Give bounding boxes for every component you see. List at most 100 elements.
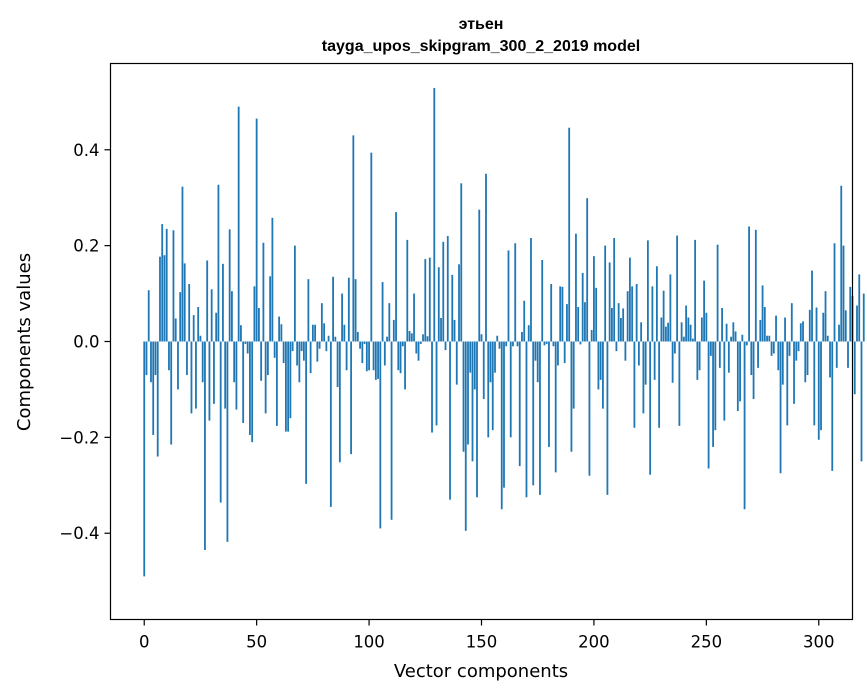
bar (804, 341, 807, 383)
bar (204, 341, 206, 550)
bar (224, 341, 227, 409)
bar (858, 274, 861, 342)
bar (716, 244, 719, 342)
bar (793, 341, 795, 404)
bar (491, 341, 494, 431)
bar (590, 330, 593, 342)
bar (343, 324, 346, 342)
y-axis-ticks: −0.4 −0.2 0.0 0.2 0.4 (59, 141, 111, 543)
bar (332, 276, 334, 342)
bar (462, 341, 465, 452)
bar (696, 341, 699, 380)
bar (154, 341, 157, 376)
bar (215, 312, 218, 342)
bar (417, 341, 420, 361)
bar (626, 291, 629, 342)
bar (570, 341, 573, 452)
bar (350, 341, 352, 455)
bar (611, 307, 613, 342)
bar (682, 336, 685, 342)
bar (266, 341, 269, 376)
bar (222, 263, 224, 342)
y-tick-label: −0.2 (59, 428, 99, 447)
bar (217, 184, 220, 342)
x-tick-label: 150 (466, 633, 498, 652)
bar (835, 341, 838, 368)
bar (469, 341, 472, 373)
bar (703, 280, 705, 342)
bar (174, 318, 177, 342)
bar (471, 341, 474, 462)
bar (262, 242, 265, 342)
bar (833, 243, 836, 342)
bar (552, 341, 555, 347)
bar (509, 341, 512, 438)
bar (752, 341, 755, 400)
bar (325, 341, 328, 352)
bar (485, 173, 487, 342)
bar (334, 336, 337, 342)
bar (633, 341, 636, 428)
bar (806, 341, 809, 376)
bar (379, 341, 382, 529)
bar (642, 341, 645, 414)
bar (365, 341, 368, 372)
bar (260, 341, 263, 381)
bar (671, 341, 674, 383)
bar (853, 341, 856, 395)
bar (219, 341, 222, 503)
bar (404, 341, 406, 390)
bar (712, 341, 714, 447)
bar (183, 263, 186, 342)
bar (208, 341, 211, 421)
bar (201, 341, 204, 383)
bar (815, 307, 818, 342)
bar (280, 324, 283, 342)
bar (770, 341, 773, 356)
bar (745, 341, 748, 346)
bar (759, 319, 762, 342)
bar (709, 341, 712, 356)
bar (860, 341, 863, 462)
bar (700, 317, 703, 342)
bar (588, 341, 591, 476)
bar (786, 341, 789, 426)
chart-subtitle: tayga_upos_skipgram_300_2_2019 model (322, 38, 640, 55)
bar (264, 341, 267, 414)
bar (557, 341, 559, 366)
bar (278, 316, 281, 342)
bar (446, 236, 449, 342)
x-tick-label: 300 (803, 633, 835, 652)
bar (356, 331, 359, 342)
bar (478, 209, 481, 342)
bar (777, 341, 780, 371)
bar (763, 306, 766, 342)
bar (228, 229, 231, 342)
bar (658, 341, 661, 428)
bar (781, 341, 784, 385)
bar (676, 235, 679, 342)
bar (732, 322, 735, 342)
bar (802, 321, 804, 342)
bar (271, 217, 274, 342)
bar (579, 341, 582, 345)
bar (721, 307, 723, 342)
bar (813, 341, 816, 426)
bar (790, 303, 793, 342)
bar (206, 260, 209, 342)
bar (775, 315, 777, 342)
bar (374, 341, 377, 380)
bar (811, 270, 813, 342)
bar (518, 341, 521, 467)
bar (253, 286, 256, 342)
bar (163, 255, 166, 342)
bar (424, 259, 427, 342)
bar (550, 283, 553, 342)
bar (532, 341, 535, 486)
bar (444, 341, 447, 351)
bar (743, 341, 746, 510)
bar (392, 319, 395, 342)
bar (309, 341, 312, 374)
bar (237, 106, 240, 342)
bar (428, 257, 431, 342)
